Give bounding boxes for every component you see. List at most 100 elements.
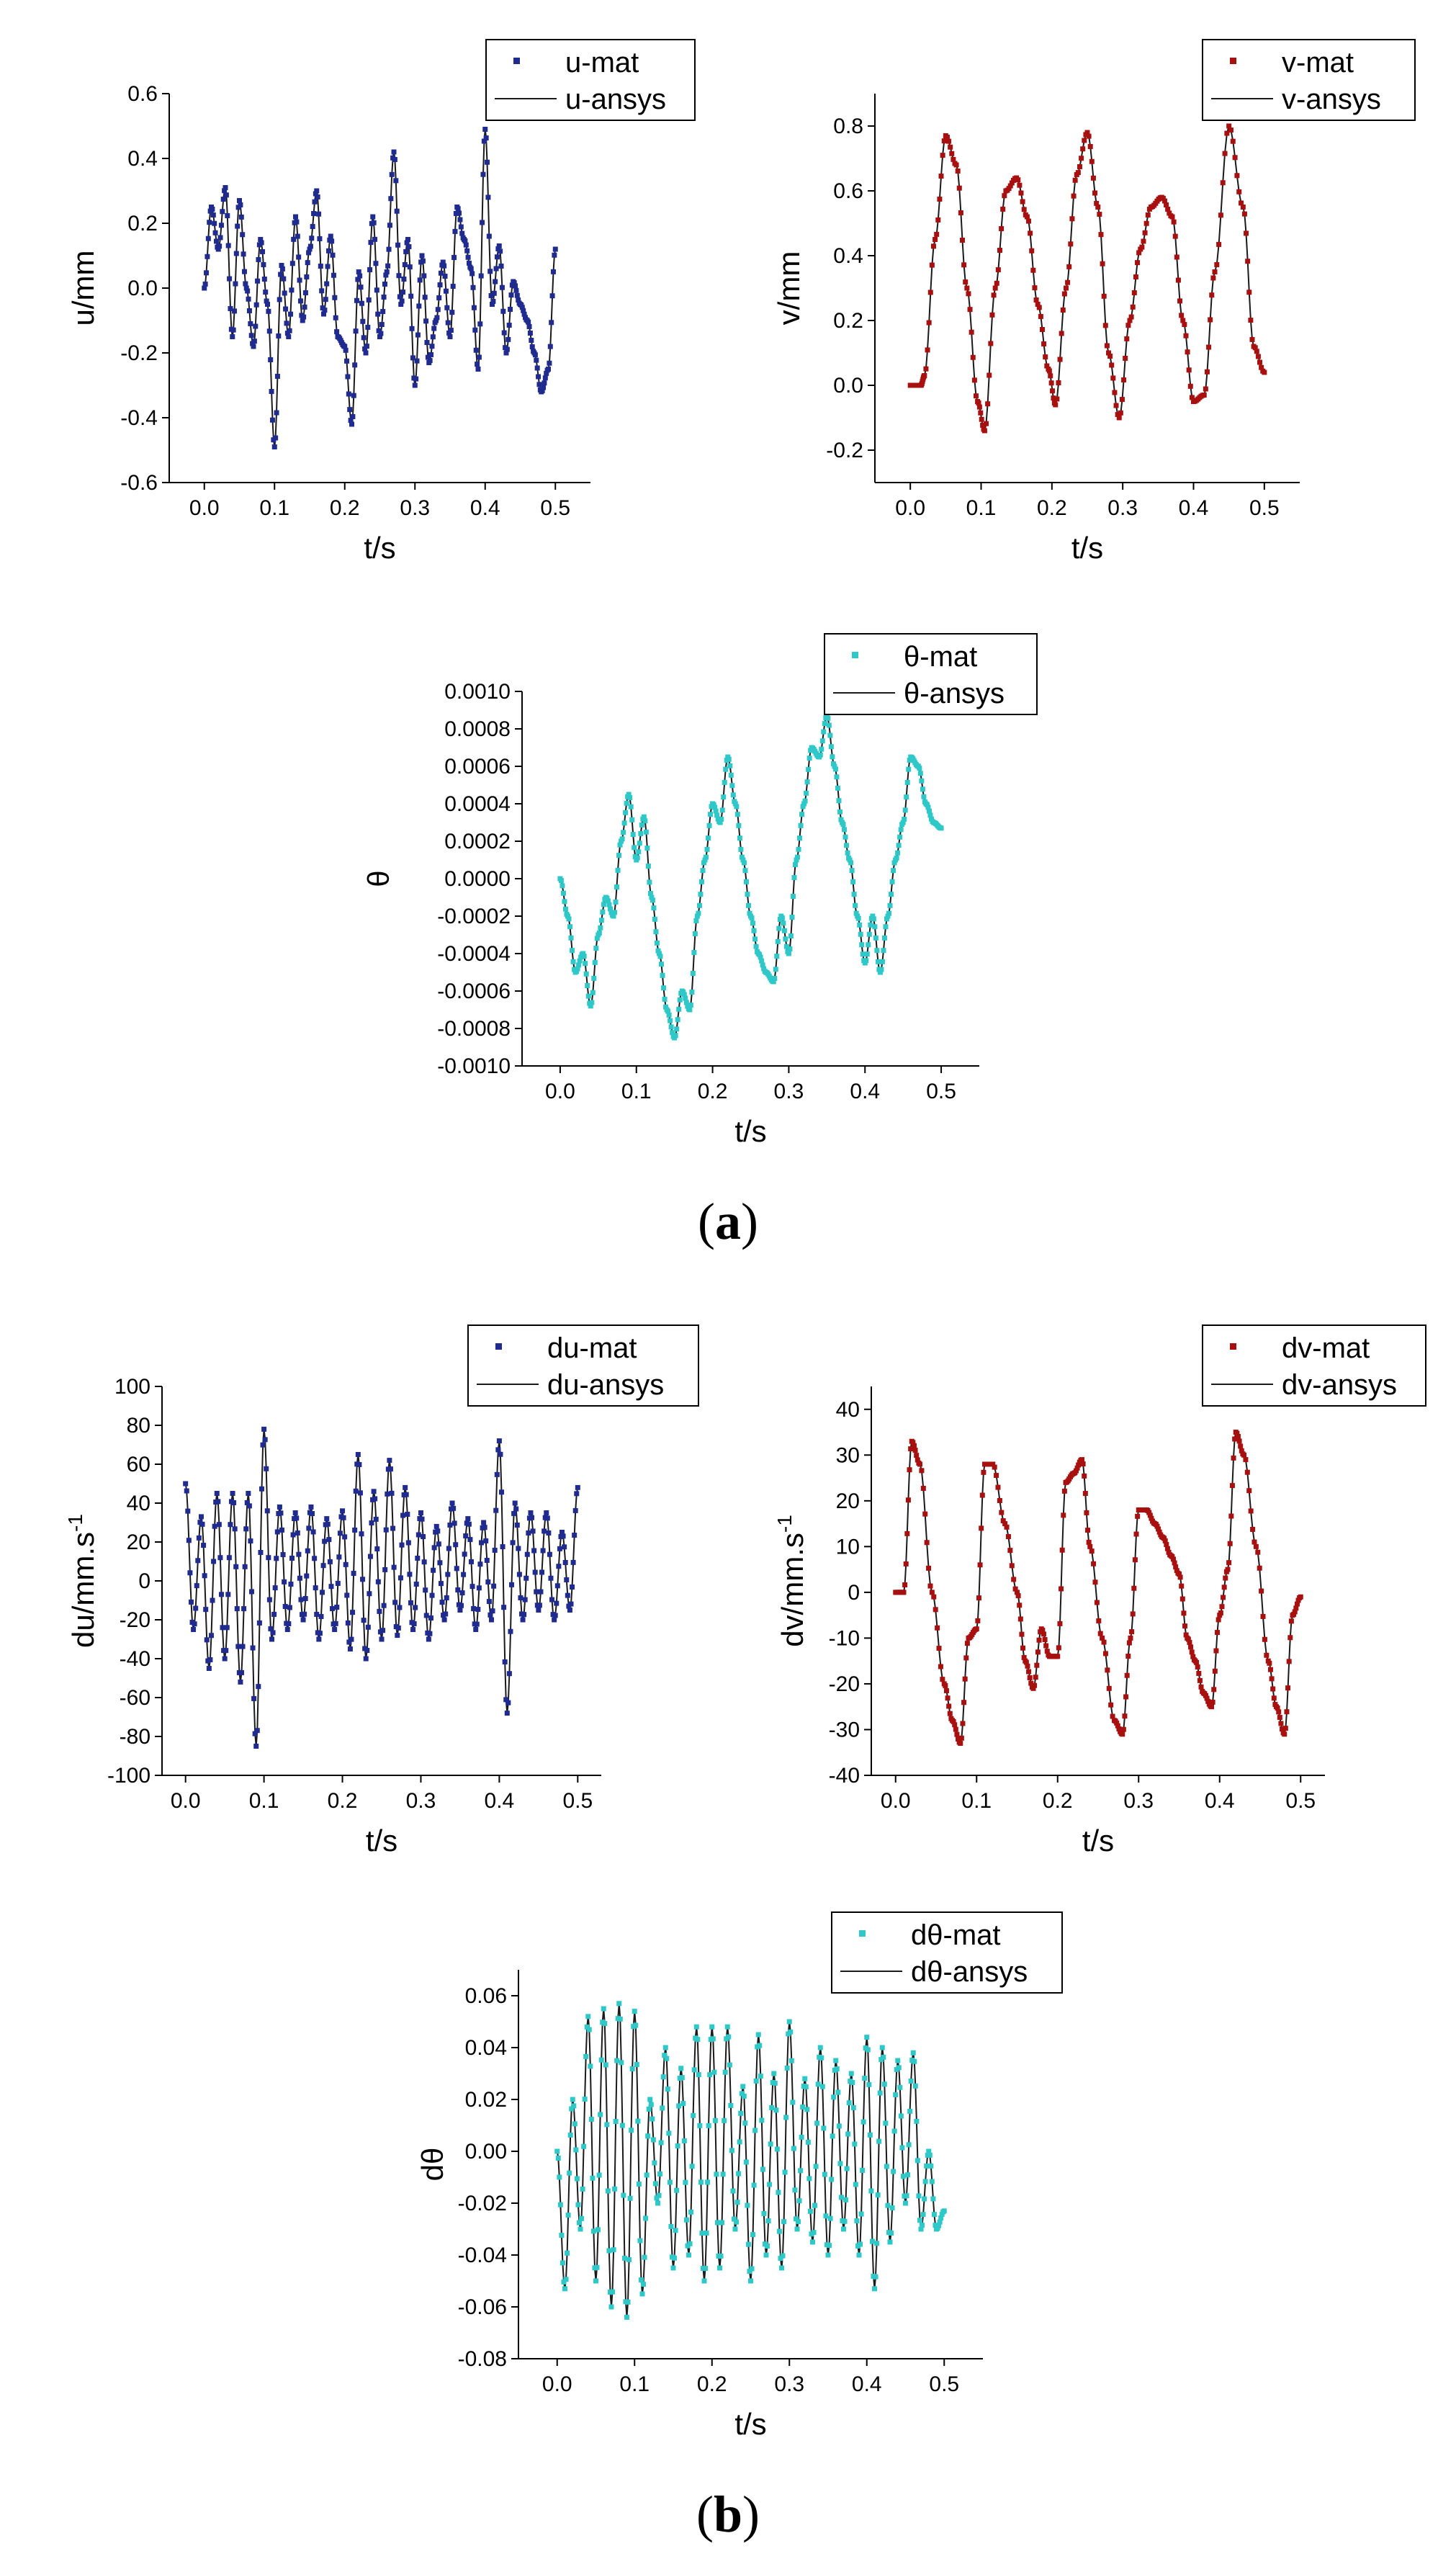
data-point [349,1636,354,1642]
data-point [333,1621,338,1626]
data-point [790,2099,796,2105]
data-point [1120,1731,1125,1737]
series-markers-mat [202,127,558,449]
data-point [647,879,652,885]
data-point [457,217,463,223]
data-point [570,959,576,964]
data-point [1224,130,1230,136]
data-point [1216,241,1222,247]
data-point [677,997,683,1003]
data-point [730,792,736,798]
data-point [1161,1536,1167,1541]
data-point [347,407,353,413]
data-point [638,2277,644,2283]
legend-box [485,39,696,121]
data-point [910,2050,916,2056]
data-point [394,208,400,214]
data-point [779,915,785,921]
data-point [359,1531,364,1537]
data-point [478,1540,484,1546]
data-point [624,800,629,806]
data-point [475,1607,481,1613]
data-point [1262,369,1267,375]
data-point [1087,143,1093,149]
data-point [590,2175,596,2181]
data-point [312,199,318,205]
data-point [645,2133,651,2139]
data-point [471,1606,477,1612]
data-point [317,1631,323,1636]
data-point [822,2171,827,2177]
data-point [753,943,759,949]
x-axis-label: t/s [366,1824,397,1857]
data-point [419,253,425,259]
data-point [819,746,824,752]
data-point [435,1528,441,1534]
data-point [1125,323,1131,328]
data-point [779,2265,784,2271]
data-point [896,2065,902,2071]
data-point [681,992,687,998]
data-point [1106,1685,1112,1691]
data-point [862,2076,868,2081]
data-point [387,223,392,228]
data-point [835,2089,841,2095]
data-point [768,2141,773,2147]
data-point [683,995,688,1001]
y-axis-label-text: θ [361,870,395,887]
data-point [704,854,709,860]
data-point [727,2062,732,2068]
data-point [210,212,216,218]
data-point [904,1530,910,1536]
data-point [722,2117,727,2123]
data-point [893,2092,899,2097]
legend-marker-mat [513,58,520,64]
data-point [457,1608,463,1613]
data-point [657,951,662,956]
data-point [494,254,500,260]
data-point [997,248,1002,254]
data-point [256,1684,261,1690]
data-point [727,763,733,768]
data-point [619,2060,624,2066]
data-point [935,1625,940,1631]
data-point [536,1602,542,1608]
data-point [431,326,437,331]
data-point [354,297,359,303]
data-point [233,281,238,287]
data-point [912,1448,918,1453]
data-point [513,1506,519,1512]
data-point [698,892,704,897]
data-point [250,1645,256,1651]
data-point [660,2105,665,2111]
data-point [1115,1723,1120,1729]
data-point [710,2036,716,2042]
data-point [1209,292,1215,298]
data-point [529,344,535,350]
data-point [205,254,210,259]
data-point [443,288,449,294]
data-point [941,2208,947,2214]
charts-group: 0.0 0.1 0.2 0.3 0.4 0.5-0.6-0.4-0.20.00.20.40… [64,39,1426,2441]
data-point [859,942,865,948]
data-point [206,1666,212,1671]
data-point [391,1564,397,1570]
data-point [461,1572,467,1577]
data-point [719,807,725,813]
data-point [636,2181,642,2187]
data-point [270,1630,276,1636]
data-point [800,804,806,810]
data-point [751,2182,757,2188]
data-point [264,1466,269,1471]
data-point [1239,1448,1244,1453]
data-point [1043,354,1048,360]
data-point [1208,317,1213,323]
data-point [427,358,433,364]
data-point [1136,250,1142,256]
data-point [473,1627,479,1632]
data-point [407,264,413,270]
data-point [1035,302,1041,307]
data-point [1231,1455,1236,1461]
data-point [212,230,218,236]
